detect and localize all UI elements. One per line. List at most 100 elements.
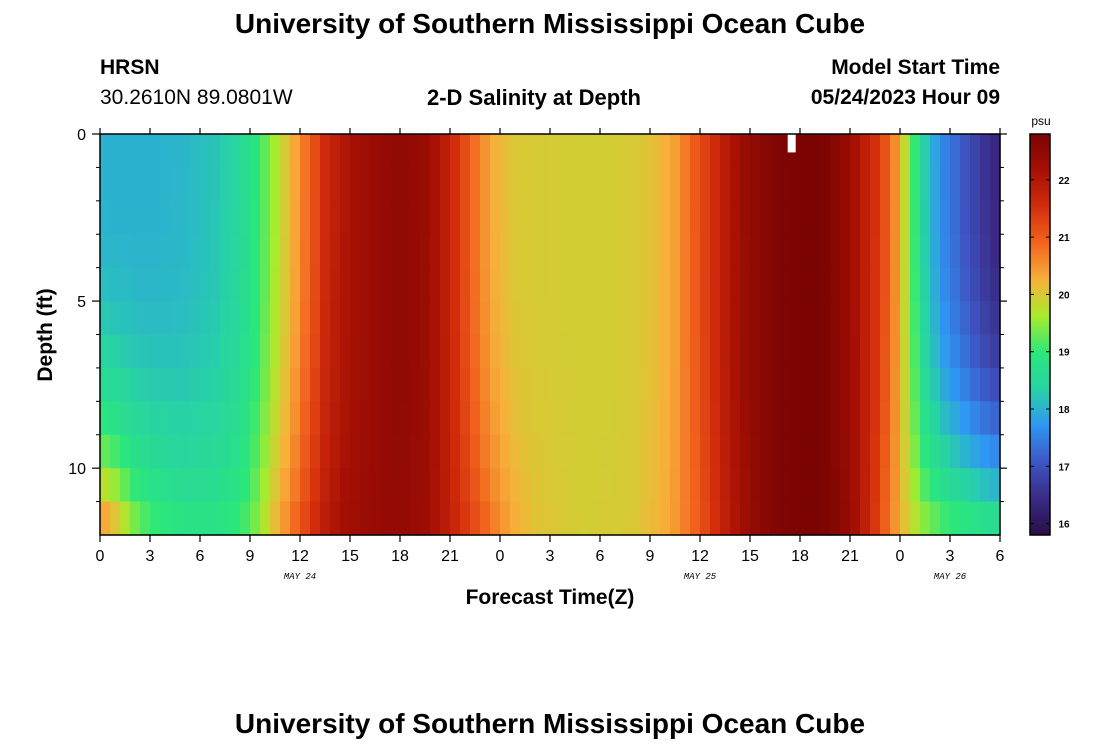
heatmap-cell — [330, 401, 341, 436]
heatmap-cell — [270, 301, 281, 336]
heatmap-cell — [250, 234, 261, 269]
heatmap-cell — [710, 301, 721, 336]
heatmap-cell — [670, 134, 681, 169]
heatmap-cell — [870, 334, 881, 369]
heatmap-cell — [430, 334, 441, 369]
heatmap-cell — [960, 434, 971, 469]
heatmap-cell — [280, 367, 291, 402]
heatmap-cell — [730, 134, 741, 169]
heatmap-cell — [500, 200, 511, 235]
heatmap-cell — [970, 501, 981, 536]
heatmap-cell — [610, 434, 621, 469]
heatmap-cell — [550, 301, 561, 336]
heatmap-cell — [740, 468, 751, 503]
heatmap-cell — [470, 367, 481, 402]
heatmap-cell — [960, 468, 971, 503]
heatmap-cell — [760, 200, 771, 235]
heatmap-cell — [570, 434, 581, 469]
heatmap-cell — [390, 468, 401, 503]
heatmap-cell — [610, 334, 621, 369]
heatmap-cell — [950, 401, 961, 436]
heatmap-cell — [690, 468, 701, 503]
heatmap-cell — [650, 468, 661, 503]
heatmap-cell — [660, 334, 671, 369]
heatmap-cell — [860, 334, 871, 369]
heatmap-cell — [140, 267, 151, 302]
colorbar-tick-label: 16 — [1058, 520, 1070, 531]
heatmap-cell — [310, 267, 321, 302]
heatmap-cell — [710, 167, 721, 202]
heatmap-cell — [450, 334, 461, 369]
heatmap-cell — [530, 234, 541, 269]
heatmap-cell — [320, 334, 331, 369]
heatmap-cell — [320, 468, 331, 503]
y-tick-label: 0 — [77, 127, 86, 144]
heatmap-cell — [160, 334, 171, 369]
heatmap-cell — [260, 334, 271, 369]
heatmap-cell — [580, 134, 591, 169]
heatmap-cell — [250, 468, 261, 503]
heatmap-cell — [910, 401, 921, 436]
heatmap-cell — [470, 267, 481, 302]
heatmap-cell — [620, 134, 631, 169]
heatmap-cell — [790, 501, 801, 536]
heatmap-cell — [570, 200, 581, 235]
heatmap-cell — [850, 301, 861, 336]
heatmap-cell — [300, 167, 311, 202]
heatmap-cell — [580, 434, 591, 469]
heatmap-cell — [150, 468, 161, 503]
heatmap-cell — [650, 301, 661, 336]
heatmap-cell — [450, 434, 461, 469]
heatmap-cell — [520, 367, 531, 402]
x-tick-label: 3 — [146, 548, 155, 565]
heatmap-cell — [910, 134, 921, 169]
heatmap-cell — [490, 267, 501, 302]
heatmap-cell — [160, 301, 171, 336]
heatmap-cell — [810, 367, 821, 402]
heatmap-cell — [550, 334, 561, 369]
heatmap-cell — [220, 200, 231, 235]
heatmap-cell — [490, 167, 501, 202]
heatmap-cell — [300, 468, 311, 503]
heatmap-cell — [430, 134, 441, 169]
heatmap-cell — [210, 134, 221, 169]
heatmap-cell — [530, 301, 541, 336]
heatmap-cell — [880, 267, 891, 302]
heatmap-cell — [210, 301, 221, 336]
heatmap-cell — [240, 501, 251, 536]
heatmap-cell — [410, 301, 421, 336]
heatmap-cell — [470, 134, 481, 169]
heatmap-cell — [900, 267, 911, 302]
heatmap-cell — [510, 134, 521, 169]
heatmap-cell — [680, 301, 691, 336]
heatmap-cell — [380, 401, 391, 436]
heatmap-cell — [970, 434, 981, 469]
heatmap-cell — [660, 301, 671, 336]
heatmap-cell — [860, 301, 871, 336]
heatmap-cell — [800, 434, 811, 469]
heatmap-cell — [840, 468, 851, 503]
heatmap-cell — [850, 234, 861, 269]
heatmap-cell — [220, 301, 231, 336]
heatmap-cell — [610, 267, 621, 302]
heatmap-cell — [590, 401, 601, 436]
heatmap-cell — [520, 200, 531, 235]
page-title: University of Southern Mississippi Ocean… — [234, 8, 866, 39]
heatmap-cell — [500, 434, 511, 469]
heatmap-cell — [660, 200, 671, 235]
heatmap-cell — [540, 434, 551, 469]
heatmap-cell — [150, 334, 161, 369]
heatmap-cell — [640, 468, 651, 503]
heatmap-cell — [390, 200, 401, 235]
heatmap-cell — [300, 334, 311, 369]
heatmap-cell — [220, 367, 231, 402]
heatmap-cell — [280, 468, 291, 503]
heatmap-cell — [770, 167, 781, 202]
heatmap-cell — [750, 267, 761, 302]
heatmap-cell — [320, 367, 331, 402]
heatmap-cell — [200, 234, 211, 269]
heatmap-cell — [760, 167, 771, 202]
heatmap-cell — [580, 167, 591, 202]
heatmap-cell — [930, 234, 941, 269]
heatmap-cell — [220, 401, 231, 436]
